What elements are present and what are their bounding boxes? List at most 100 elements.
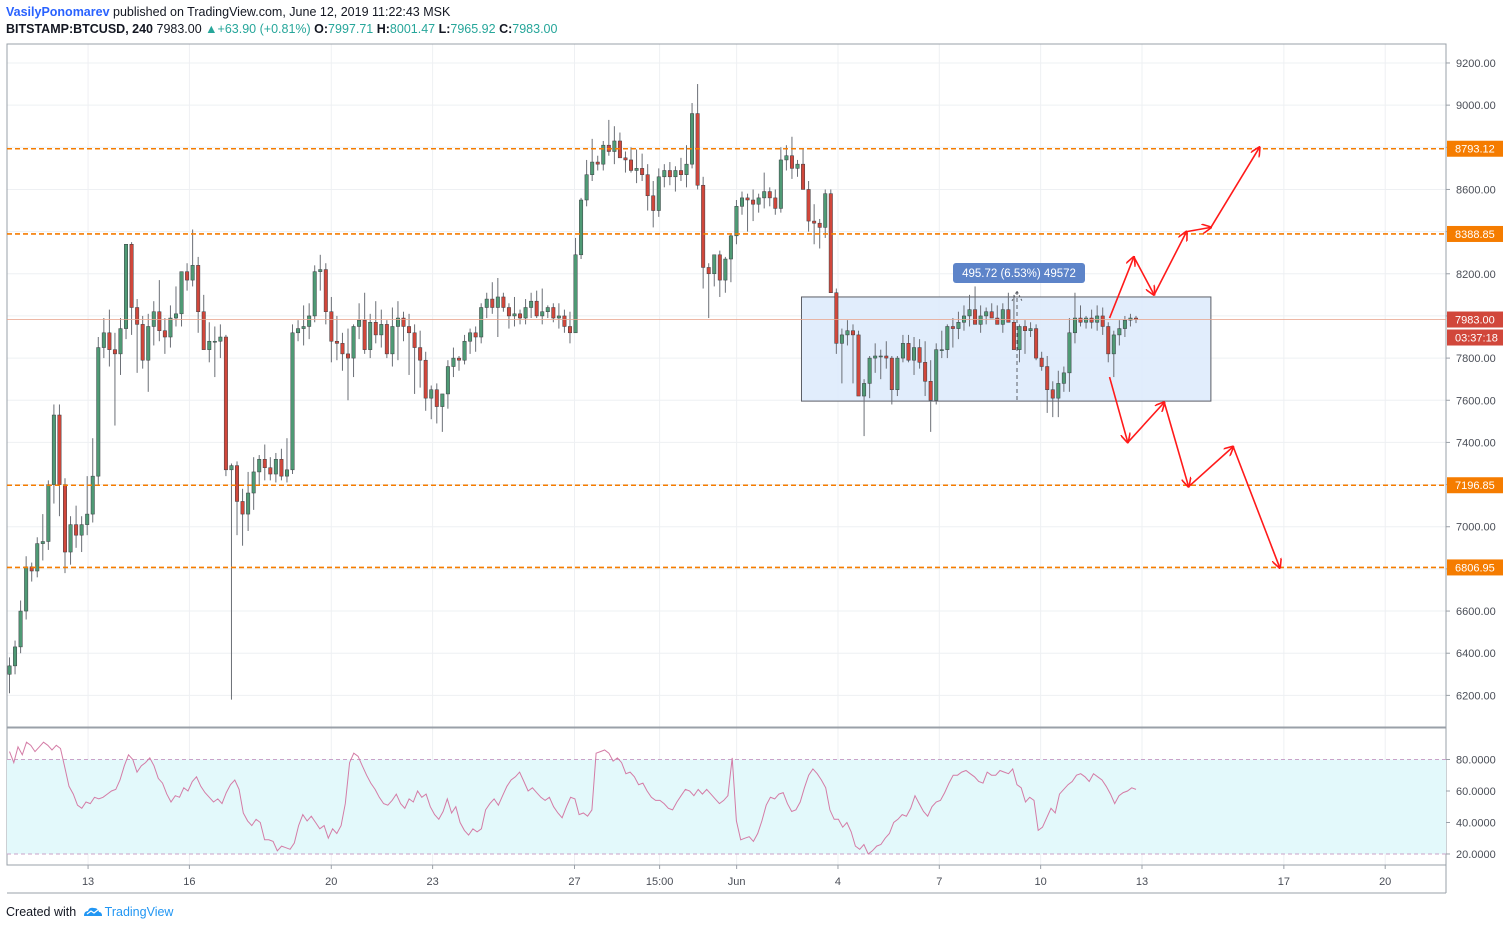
candle [606,119,611,156]
candle [235,461,239,536]
candle [101,318,106,359]
candle-body [1006,309,1011,323]
candle [856,330,861,397]
candle-body [984,311,989,317]
candle-body [956,322,961,329]
candle-body [323,269,328,312]
candle [595,155,600,171]
candle-body [728,235,733,260]
price-tick-label: 9200.00 [1456,58,1496,70]
candle-body [57,414,62,485]
candle [612,126,617,165]
candle [973,286,978,325]
candle-body [118,328,123,355]
low-label: L: [438,22,451,36]
candle-body [318,269,323,272]
candle-body [185,271,190,281]
projection-arrow [1163,402,1188,486]
candle [479,303,484,344]
candle-body [124,244,129,329]
close-value: 7983.00 [512,22,558,36]
candle-body [623,157,628,161]
candle [135,299,140,373]
candle [257,455,262,485]
rsi-tick-label: 40.0000 [1456,817,1496,829]
tradingview-link[interactable]: TradingView [104,905,174,919]
time-tick-label: Jun [728,876,746,888]
candle-body [1117,328,1122,336]
candle [712,254,717,287]
candle-body [279,459,284,477]
candle [684,145,689,188]
candle [223,334,228,477]
candle-body [978,315,983,325]
candle-body [223,336,228,471]
projection-arrow [1188,447,1234,488]
candle [174,286,178,327]
candle [129,242,134,335]
candle-body [262,459,267,468]
candle [246,471,251,531]
candle [384,320,389,359]
candle-body [268,467,273,475]
candle [795,159,800,177]
candle [395,301,400,361]
candle-body [629,159,633,171]
candle-body [135,307,140,325]
candle-body [1100,315,1105,327]
candle-body [357,319,362,327]
candle-body [906,343,911,361]
candle-body [434,389,439,407]
candle-body [917,347,922,363]
candle-body [817,222,822,228]
candle-body [1056,383,1061,399]
candle-body [612,140,617,152]
candle [906,334,911,363]
candle [362,292,367,354]
level-price-label: 8793.12 [1455,144,1495,156]
candle-body [684,163,689,175]
candle-body [429,389,434,399]
candle-body [346,353,350,359]
time-tick-label: 17 [1278,876,1290,888]
candle-body [1078,317,1083,323]
rsi-tick-label: 20.0000 [1456,849,1496,861]
candle-body [407,326,412,334]
candle-body [1050,389,1055,399]
time-tick-label: 27 [568,876,580,888]
time-tick-label: 15:00 [646,876,674,888]
candle-body [35,543,40,572]
candle [756,193,761,213]
created-with-text: Created with [6,905,77,919]
candle [284,438,289,483]
candle-body [756,197,761,205]
candle-body [251,471,256,494]
candle [140,315,145,369]
projection-arrow [1186,227,1211,231]
candle [701,176,706,289]
candle-body [1106,326,1111,355]
candle-body [1039,357,1044,367]
candle-body [462,340,467,361]
candle-body [79,524,84,536]
open-value: 7997.71 [328,22,374,36]
candle-body [1028,328,1033,331]
candle-body [945,326,950,350]
time-tick-label: 7 [936,876,942,888]
time-tick-label: 20 [325,876,337,888]
candle [751,189,756,222]
candle [490,282,495,314]
symbol-name[interactable]: BITSTAMP:BTCUSD, 240 [6,22,154,36]
candle-body [190,265,195,281]
time-tick-label: 13 [1136,876,1148,888]
candle-body [662,170,667,178]
candle [418,330,423,388]
candle [162,318,167,354]
last-price-label: 7983.00 [1455,315,1495,327]
author-link[interactable]: VasilyPonomarev [6,5,110,19]
price-tick-label: 6600.00 [1456,606,1496,618]
rsi-indicator [7,741,1446,855]
candle [773,189,778,215]
change-value: +63.90 (+0.81%) [217,22,311,36]
